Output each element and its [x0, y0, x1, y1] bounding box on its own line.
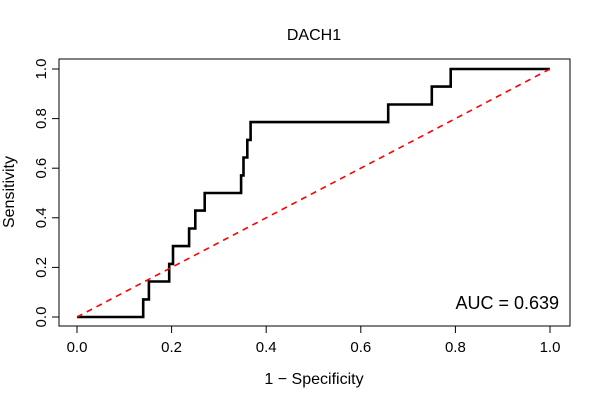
x-tick-label: 0.8	[445, 339, 466, 356]
chart-title: DACH1	[287, 27, 341, 44]
y-tick-label: 0.2	[33, 257, 50, 278]
series-layer	[76, 67, 551, 319]
reference-diagonal-line	[76, 68, 551, 318]
y-axis-label: Sensitivity	[1, 156, 18, 228]
x-tick-label: 0.2	[161, 339, 182, 356]
y-tick-label: 0.8	[33, 108, 50, 129]
x-tick-label: 1.0	[540, 339, 561, 356]
auc-annotation: AUC = 0.639	[455, 293, 559, 313]
y-tick-label: 0.6	[33, 158, 50, 179]
x-axis-label: 1 − Specificity	[264, 371, 363, 388]
x-axis: 0.0 0.2 0.4 0.6 0.8 1.0	[67, 325, 561, 356]
x-tick-label: 0.6	[350, 339, 371, 356]
y-tick-label: 0.0	[33, 307, 50, 328]
y-tick-label: 0.4	[33, 207, 50, 228]
y-axis: 0.0 0.2 0.4 0.6 0.8 1.0	[33, 59, 60, 328]
roc-curve	[77, 67, 550, 319]
x-tick-label: 0.4	[256, 339, 277, 356]
x-tick-label: 0.0	[67, 339, 88, 356]
y-tick-label: 1.0	[33, 59, 50, 80]
